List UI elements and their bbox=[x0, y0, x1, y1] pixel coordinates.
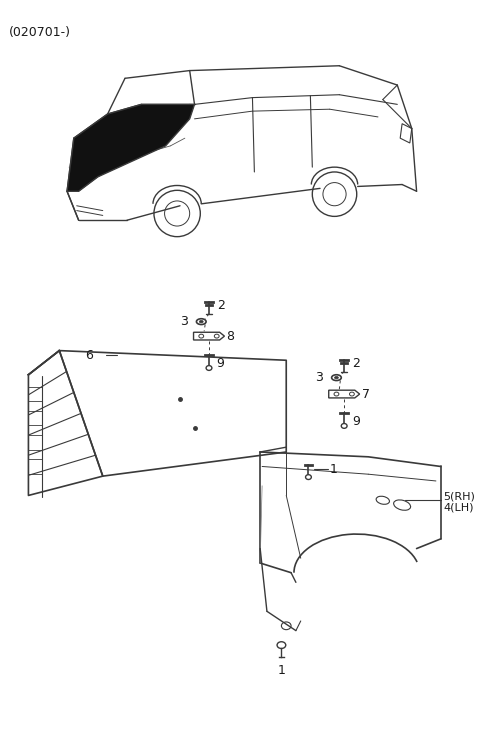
Text: 1: 1 bbox=[330, 463, 337, 476]
Text: 6: 6 bbox=[85, 349, 93, 362]
Text: 3: 3 bbox=[315, 371, 323, 384]
Text: 4(LH): 4(LH) bbox=[444, 503, 474, 513]
Ellipse shape bbox=[199, 320, 203, 323]
Text: 7: 7 bbox=[361, 387, 370, 401]
Text: 9: 9 bbox=[216, 356, 225, 370]
Bar bbox=[28, 435, 42, 450]
Polygon shape bbox=[67, 104, 194, 191]
Text: 1: 1 bbox=[277, 664, 285, 678]
Text: 9: 9 bbox=[352, 415, 360, 428]
Text: 8: 8 bbox=[227, 329, 234, 343]
Text: 5(RH): 5(RH) bbox=[444, 492, 476, 501]
Bar bbox=[28, 459, 42, 474]
Ellipse shape bbox=[335, 376, 338, 379]
Text: 2: 2 bbox=[216, 298, 225, 312]
Bar bbox=[28, 387, 42, 401]
Text: 3: 3 bbox=[180, 315, 188, 328]
Text: 2: 2 bbox=[352, 356, 360, 370]
Bar bbox=[28, 411, 42, 426]
Text: (020701-): (020701-) bbox=[9, 26, 71, 39]
